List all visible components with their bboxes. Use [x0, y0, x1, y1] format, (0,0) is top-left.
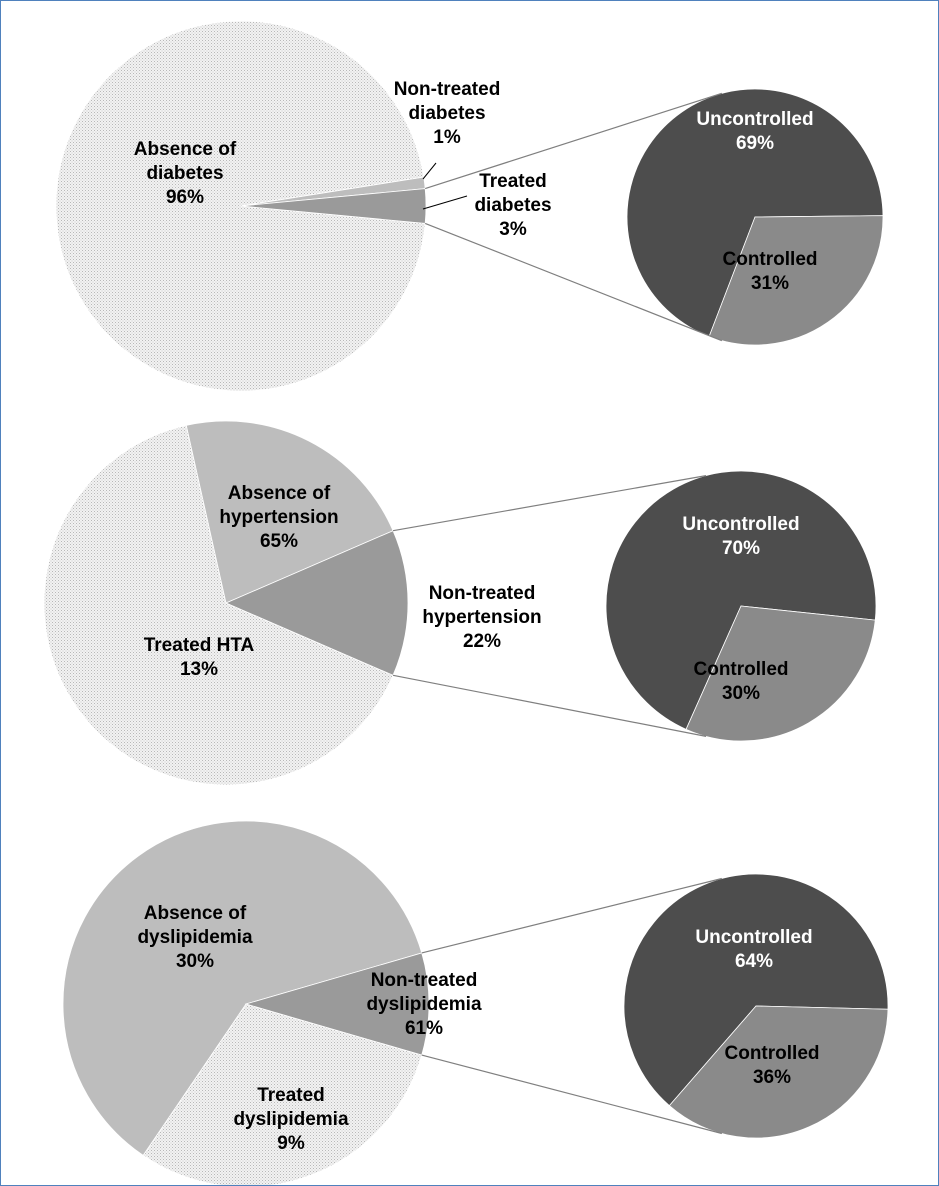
label-non-treated-line: 22%: [463, 631, 501, 652]
label-non-treated-line: diabetes: [408, 103, 485, 124]
connector-line-top: [392, 475, 707, 532]
breakdown-slice-controlled: [708, 215, 884, 346]
label-controlled: Controlled 36%: [725, 1043, 820, 1088]
label-treated-line: diabetes: [474, 195, 551, 216]
label-absence-line: 30%: [176, 951, 214, 972]
pie-chart-3: [62, 820, 430, 1185]
pie-slice-absence: [55, 20, 426, 392]
label-treated-line: 3%: [499, 219, 527, 240]
label-treated-line: 9%: [277, 1133, 305, 1154]
label-non-treated: Non-treated diabetes 1%: [394, 79, 501, 148]
connector-line-bottom: [424, 222, 723, 342]
label-controlled-line: Controlled: [725, 1043, 820, 1064]
label-uncontrolled-line: Uncontrolled: [696, 109, 813, 130]
label-absence: Absence of diabetes 96%: [134, 139, 237, 208]
label-treated-line: dyslipidemia: [233, 1109, 349, 1130]
label-non-treated-line: 61%: [405, 1018, 443, 1039]
pie-slice-non-treated: [62, 820, 423, 1156]
breakdown-slice-controlled: [685, 605, 876, 742]
label-non-treated-line: hypertension: [422, 607, 541, 628]
label-uncontrolled: Uncontrolled 64%: [695, 927, 812, 972]
label-absence-line: diabetes: [146, 163, 223, 184]
label-non-treated-line: Non-treated: [394, 79, 501, 100]
breakdown-slice-controlled: [668, 1005, 889, 1139]
label-non-treated-line: Non-treated: [429, 583, 536, 604]
label-absence: Absence of dyslipidemia 30%: [137, 903, 253, 972]
pie-chart-2: [43, 420, 409, 786]
label-uncontrolled-line: 64%: [735, 951, 773, 972]
label-absence-line: hypertension: [219, 507, 338, 528]
breakdown-slice-uncontrolled: [605, 470, 877, 730]
pie-slice-treated: [244, 952, 430, 1056]
breakdown-pie-1: [626, 88, 884, 346]
pie-slice-absence: [43, 424, 394, 786]
pie-slice-absence: [142, 1003, 423, 1185]
pie-slice-non-treated: [185, 420, 394, 604]
label-treated: Treated diabetes 3%: [474, 171, 551, 240]
pie-slice-treated: [240, 188, 427, 224]
label-uncontrolled-line: Uncontrolled: [695, 927, 812, 948]
label-treated-line: Treated HTA: [144, 635, 255, 656]
breakdown-pie-2: [605, 470, 877, 742]
label-treated: Treated dyslipidemia 9%: [233, 1085, 349, 1154]
label-non-treated-line: dyslipidemia: [366, 994, 482, 1015]
label-uncontrolled-line: Uncontrolled: [682, 514, 799, 535]
leader-line: [422, 162, 437, 180]
label-controlled-line: Controlled: [694, 659, 789, 680]
label-treated-line: 13%: [180, 659, 218, 680]
label-non-treated: Non-treated hypertension 22%: [422, 583, 541, 652]
breakdown-slice-uncontrolled: [623, 873, 889, 1107]
label-uncontrolled: Uncontrolled 70%: [682, 514, 799, 559]
label-absence-line: dyslipidemia: [137, 927, 253, 948]
connector-line-top: [424, 92, 723, 190]
label-treated-line: Treated: [257, 1085, 325, 1106]
pie-chart-1: [55, 20, 427, 392]
leader-line: [422, 195, 468, 210]
label-uncontrolled-line: 70%: [722, 538, 760, 559]
label-treated: Treated HTA 13%: [144, 635, 255, 680]
label-non-treated: Non-treated dyslipidemia 61%: [366, 970, 482, 1039]
label-absence-line: Absence of: [144, 903, 247, 924]
connector-line-bottom: [392, 674, 707, 737]
label-non-treated-line: Non-treated: [371, 970, 478, 991]
breakdown-pie-3: [623, 873, 889, 1139]
label-controlled: Controlled 30%: [694, 659, 789, 704]
label-absence-line: 96%: [166, 187, 204, 208]
label-absence-line: Absence of: [134, 139, 237, 160]
breakdown-slice-uncontrolled: [626, 88, 884, 338]
label-controlled-line: 31%: [751, 273, 789, 294]
label-uncontrolled-line: 69%: [736, 133, 774, 154]
label-non-treated-line: 1%: [433, 127, 461, 148]
connector-line-bottom: [421, 1054, 722, 1135]
label-absence-line: Absence of: [228, 483, 331, 504]
connector-line-top: [421, 877, 722, 954]
label-uncontrolled: Uncontrolled 69%: [696, 109, 813, 154]
label-controlled-line: 30%: [722, 683, 760, 704]
pie-slice-treated: [224, 530, 409, 676]
label-controlled-line: Controlled: [723, 249, 818, 270]
label-controlled-line: 36%: [753, 1067, 791, 1088]
label-absence: Absence of hypertension 65%: [219, 483, 338, 552]
label-treated-line: Treated: [479, 171, 547, 192]
label-absence-line: 65%: [260, 531, 298, 552]
label-controlled: Controlled 31%: [723, 249, 818, 294]
